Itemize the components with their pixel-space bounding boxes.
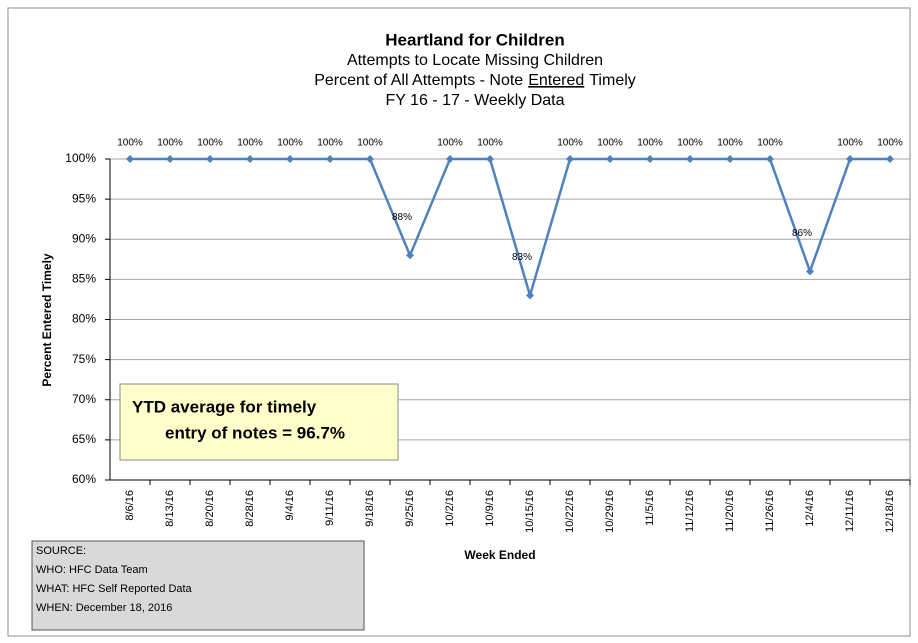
subtitle-underlined: Entered — [528, 72, 584, 89]
y-tick-label: 85% — [72, 272, 96, 286]
x-tick-label: 11/12/16 — [684, 490, 696, 532]
chart-border — [7, 7, 911, 637]
data-point — [246, 155, 254, 163]
data-point — [766, 155, 774, 163]
source-line: WHEN: December 18, 2016 — [36, 602, 172, 614]
x-tick-label: 9/18/16 — [364, 490, 376, 527]
data-label: 100% — [237, 138, 263, 149]
data-label: 100% — [437, 138, 463, 149]
data-point — [446, 155, 454, 163]
x-tick-label: 11/26/16 — [764, 490, 776, 532]
data-label: 100% — [637, 138, 663, 149]
x-tick-label: 8/20/16 — [204, 490, 216, 527]
data-label: 100% — [717, 138, 743, 149]
source-line: WHAT: HFC Self Reported Data — [36, 583, 193, 595]
data-point — [206, 155, 214, 163]
data-point — [686, 155, 694, 163]
y-tick-label: 90% — [72, 231, 96, 245]
data-label: 100% — [877, 138, 903, 149]
data-point — [526, 291, 534, 300]
data-label: 100% — [157, 138, 183, 149]
data-point — [646, 155, 654, 163]
x-tick-label: 12/4/16 — [804, 490, 816, 527]
x-tick-label: 11/5/16 — [644, 490, 656, 526]
x-tick-label: 10/9/16 — [484, 490, 496, 527]
annotation: entry of notes = 96.7% — [165, 423, 345, 442]
data-point — [726, 155, 734, 163]
x-tick-label: 12/18/16 — [884, 490, 896, 533]
x-tick-label: 10/15/16 — [524, 490, 536, 533]
data-point — [166, 155, 174, 163]
data-label: 100% — [357, 138, 383, 149]
x-tick-label: 9/11/16 — [324, 490, 336, 526]
data-label: 100% — [677, 138, 703, 149]
y-tick-label: 65% — [72, 432, 96, 446]
data-point — [606, 155, 614, 163]
x-tick-label: 12/11/16 — [844, 490, 856, 532]
data-point — [806, 267, 814, 276]
chart-title: Heartland for Children — [385, 30, 564, 49]
x-tick-label: 8/13/16 — [164, 490, 176, 527]
data-label: 100% — [317, 138, 343, 149]
data-point — [126, 155, 134, 163]
x-axis-title: Week Ended — [464, 548, 535, 562]
subtitle: Percent of All Attempts - Note Entered Tim… — [314, 72, 636, 89]
data-label: 100% — [277, 138, 303, 149]
y-tick-label: 100% — [65, 151, 96, 165]
x-tick-label: 10/22/16 — [564, 490, 576, 533]
y-tick-label: 70% — [72, 392, 96, 406]
x-tick-label: 9/25/16 — [404, 490, 416, 527]
y-tick-label: 95% — [72, 191, 96, 205]
x-tick-label: 10/2/16 — [444, 490, 456, 527]
subtitle-part: Percent of All Attempts - Note — [314, 72, 523, 89]
x-tick-label: 8/6/16 — [124, 490, 136, 521]
data-point — [406, 251, 414, 260]
data-point — [846, 155, 854, 163]
source-line: SOURCE: — [36, 545, 86, 557]
y-tick-label: 60% — [72, 472, 96, 486]
annotation-box — [119, 383, 399, 461]
plot: 60% 65% 70% 75% 80% 85% 90% 95% 100% 8/6/16 8/13/1… — [65, 138, 911, 533]
source-box — [31, 540, 365, 631]
data-point — [886, 155, 894, 163]
data-label: 100% — [837, 138, 863, 149]
source-line: WHO: HFC Data Team — [36, 564, 148, 576]
data-point — [326, 155, 334, 163]
subtitle-part: Timely — [589, 72, 636, 89]
subtitle: FY 16 - 17 - Weekly Data — [385, 92, 564, 109]
x-tick-label: 8/28/16 — [244, 490, 256, 527]
data-point — [486, 155, 494, 163]
subtitle: Attempts to Locate Missing Children — [347, 52, 603, 69]
data-label: 100% — [117, 138, 143, 149]
y-tick-label: 80% — [72, 312, 96, 326]
y-tick-label: 75% — [72, 352, 96, 366]
data-label: 86% — [792, 228, 812, 239]
x-tick-label: 11/20/16 — [724, 490, 736, 532]
data-label: 100% — [597, 138, 623, 149]
y-axis-title: Percent Entered Timely — [40, 253, 54, 386]
data-label: 83% — [512, 252, 532, 263]
data-point — [286, 155, 294, 163]
data-point — [566, 155, 574, 163]
x-tick-label: 9/4/16 — [284, 490, 296, 521]
x-tick-label: 10/29/16 — [604, 490, 616, 533]
data-label: 88% — [392, 212, 412, 223]
data-line — [130, 157, 890, 300]
data-label: 100% — [197, 138, 223, 149]
data-label: 100% — [757, 138, 783, 149]
annotation: YTD average for timely — [132, 397, 317, 416]
data-label: 100% — [477, 138, 503, 149]
data-label: 100% — [557, 138, 583, 149]
data-point — [366, 155, 374, 163]
